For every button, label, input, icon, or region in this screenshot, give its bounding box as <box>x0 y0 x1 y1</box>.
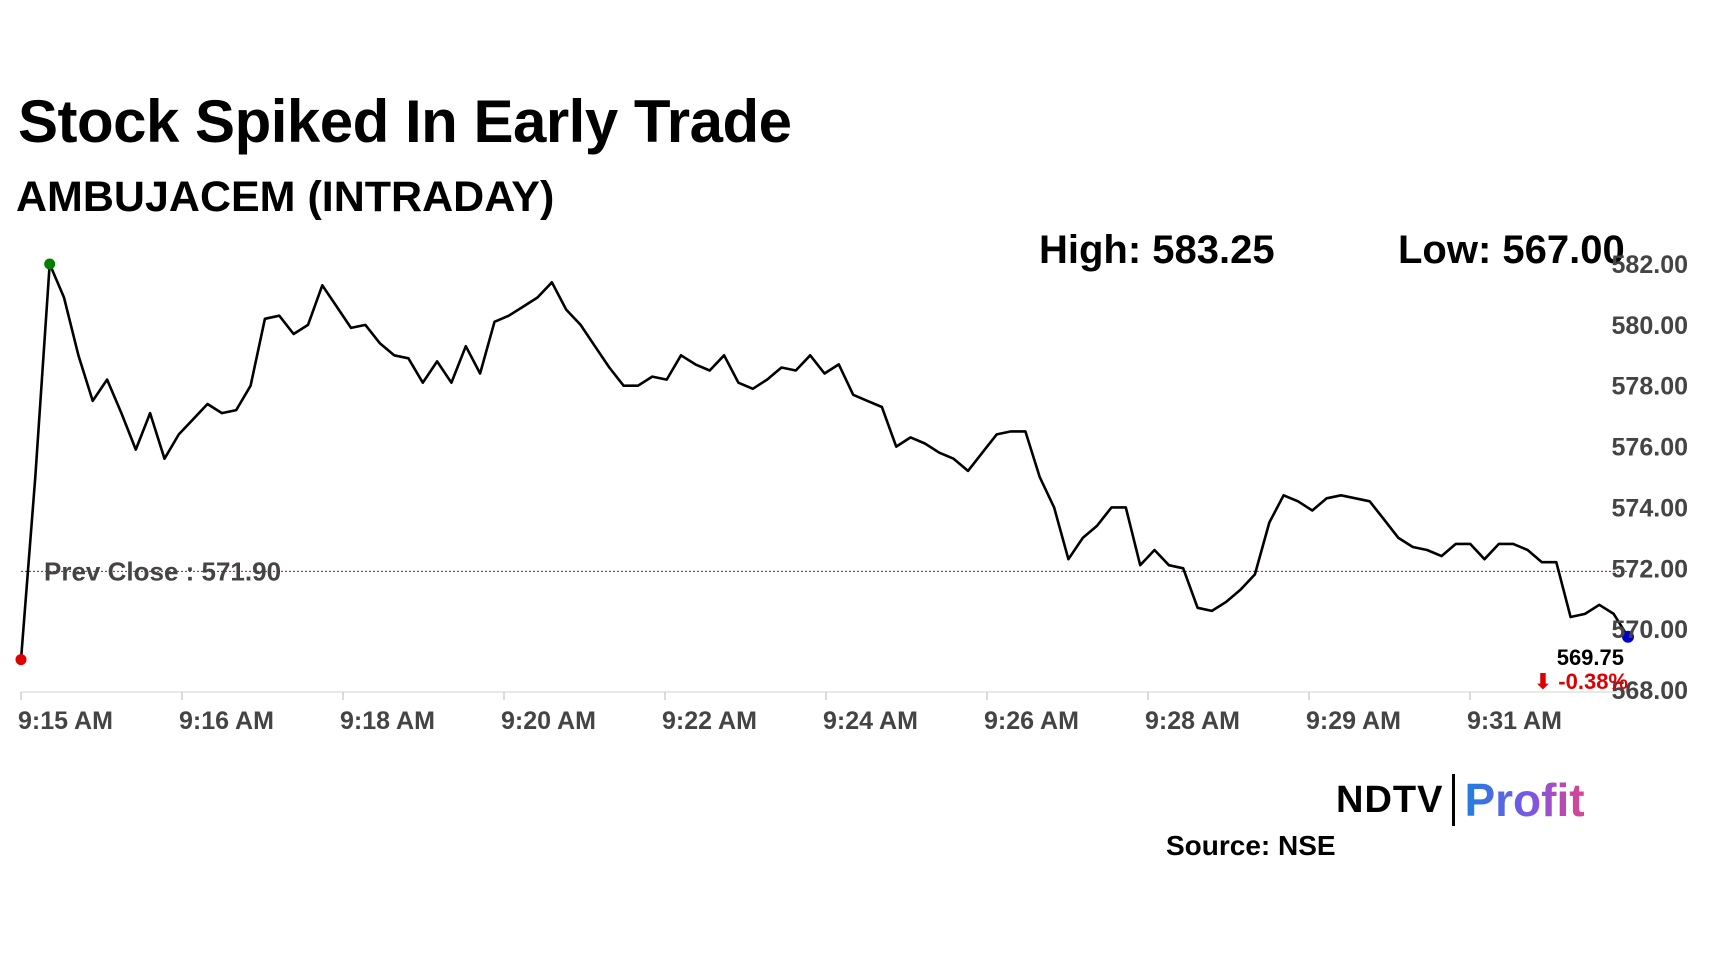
x-tick-label: 9:15 AM <box>18 707 113 735</box>
low-value: Low: 567.00 <box>1398 228 1625 272</box>
x-tick-label: 9:20 AM <box>501 707 596 735</box>
x-tick-label: 9:31 AM <box>1467 707 1562 735</box>
profit-wordmark: Profit <box>1464 774 1585 826</box>
x-tick-label: 9:16 AM <box>179 707 274 735</box>
price-line <box>19 262 1630 660</box>
x-tick-label: 9:28 AM <box>1145 707 1240 735</box>
y-tick-label: 582.00 <box>1612 251 1688 279</box>
high-marker <box>44 258 56 270</box>
x-tick-label: 9:24 AM <box>823 707 918 735</box>
y-tick-label: 570.00 <box>1612 616 1688 644</box>
y-tick-label: 580.00 <box>1612 312 1688 340</box>
last-marker <box>1622 630 1634 643</box>
y-tick-label: 574.00 <box>1612 494 1688 522</box>
x-tick-label: 9:18 AM <box>340 707 435 735</box>
change-label: ⬇ -0.38% <box>1534 669 1628 694</box>
last-value-label: 569.75 <box>1557 645 1624 670</box>
prev-close-label: Prev Close : 571.90 <box>44 556 281 586</box>
logo-separator <box>1452 774 1456 826</box>
open-marker <box>15 654 27 666</box>
x-tick-label: 9:29 AM <box>1306 707 1401 735</box>
y-tick-label: 568.00 <box>1612 677 1688 705</box>
y-tick-label: 572.00 <box>1612 555 1688 583</box>
ndtv-wordmark: NDTV <box>1336 779 1444 821</box>
chart-subtitle: AMBUJACEM (INTRADAY) <box>16 173 555 221</box>
y-tick-label: 578.00 <box>1612 373 1688 401</box>
source-note: Source: NSE <box>1166 830 1336 861</box>
x-tick-label: 9:22 AM <box>662 707 757 735</box>
y-tick-label: 576.00 <box>1612 434 1688 462</box>
x-tick-label: 9:26 AM <box>984 707 1079 735</box>
high-value: High: 583.25 <box>1039 228 1275 272</box>
chart-title: Stock Spiked In Early Trade <box>18 88 792 155</box>
ndtv-profit-logo: NDTV Profit <box>1336 774 1585 826</box>
